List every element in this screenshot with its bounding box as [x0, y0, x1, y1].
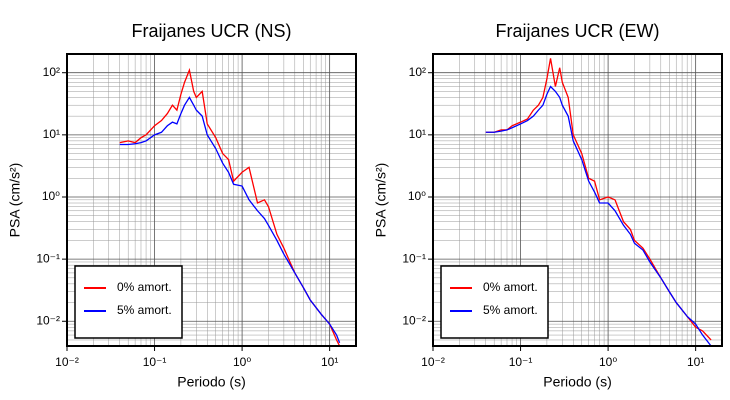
y-tick-label: 10⁻¹ [36, 251, 60, 265]
x-axis-label: Periodo (s) [543, 374, 611, 390]
legend-label: 0% amort. [117, 280, 172, 294]
x-axis-label: Periodo (s) [177, 374, 245, 390]
subplot: Fraijanes UCR (EW) Periodo (s) PSA (cm/s²)… [373, 21, 723, 390]
x-tick-label: 10⁰ [233, 355, 251, 369]
y-axis-label: PSA (cm/s²) [373, 163, 389, 238]
series-line [485, 85, 712, 346]
subplot: Fraijanes UCR (NS) Periodo (s) PSA (cm/s²)… [7, 21, 357, 390]
y-tick-label: 10⁰ [42, 189, 60, 203]
series-group [485, 58, 712, 346]
y-tick-label: 10¹ [409, 127, 426, 141]
legend-label: 5% amort. [117, 303, 172, 317]
plot-frame [432, 53, 723, 347]
y-tick-label: 10² [43, 65, 60, 79]
x-tick-label: 10⁻¹ [143, 355, 167, 369]
chart-title: Fraijanes UCR (EW) [495, 21, 659, 41]
y-tick-label: 10¹ [43, 127, 60, 141]
y-tick-label: 10⁻¹ [402, 251, 426, 265]
legend-box [74, 265, 183, 339]
x-tick-label: 10⁻² [421, 355, 445, 369]
series-line [119, 96, 341, 344]
legend-label: 0% amort. [483, 280, 538, 294]
legend-label: 5% amort. [483, 303, 538, 317]
series-group [119, 67, 341, 346]
x-tick-label: 10¹ [321, 355, 338, 369]
legend-box [440, 265, 549, 339]
x-tick-label: 10¹ [687, 355, 704, 369]
y-axis-label: PSA (cm/s²) [7, 163, 23, 238]
x-tick-label: 10⁰ [599, 355, 617, 369]
x-tick-label: 10⁻¹ [509, 355, 533, 369]
y-tick-label: 10² [409, 65, 426, 79]
y-tick-label: 10⁻² [402, 313, 426, 327]
chart-title: Fraijanes UCR (NS) [131, 21, 291, 41]
plot-frame [66, 53, 357, 347]
y-tick-label: 10⁰ [408, 189, 426, 203]
x-tick-label: 10⁻² [55, 355, 79, 369]
y-tick-label: 10⁻² [36, 313, 60, 327]
